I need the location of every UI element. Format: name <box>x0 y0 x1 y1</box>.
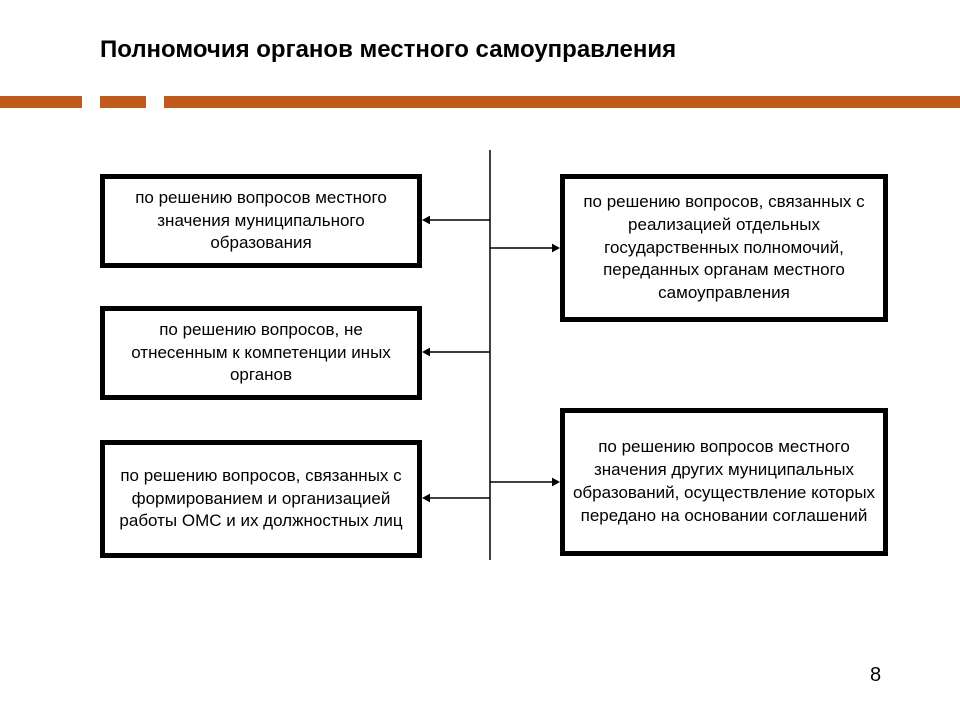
slide: Полномочия органов местного самоуправлен… <box>0 0 960 720</box>
page-number: 8 <box>870 664 881 687</box>
box-other-competence: по решению вопросов, не отнесенным к ком… <box>100 306 422 400</box>
box-delegated-state-powers: по решению вопросов, связанных с реализа… <box>560 174 888 322</box>
box-other-municipalities: по решению вопросов местного значения др… <box>560 408 888 556</box>
box-oms-formation: по решению вопросов, связанных с формиро… <box>100 440 422 558</box>
box-local-issues: по решению вопросов местного значения му… <box>100 174 422 268</box>
